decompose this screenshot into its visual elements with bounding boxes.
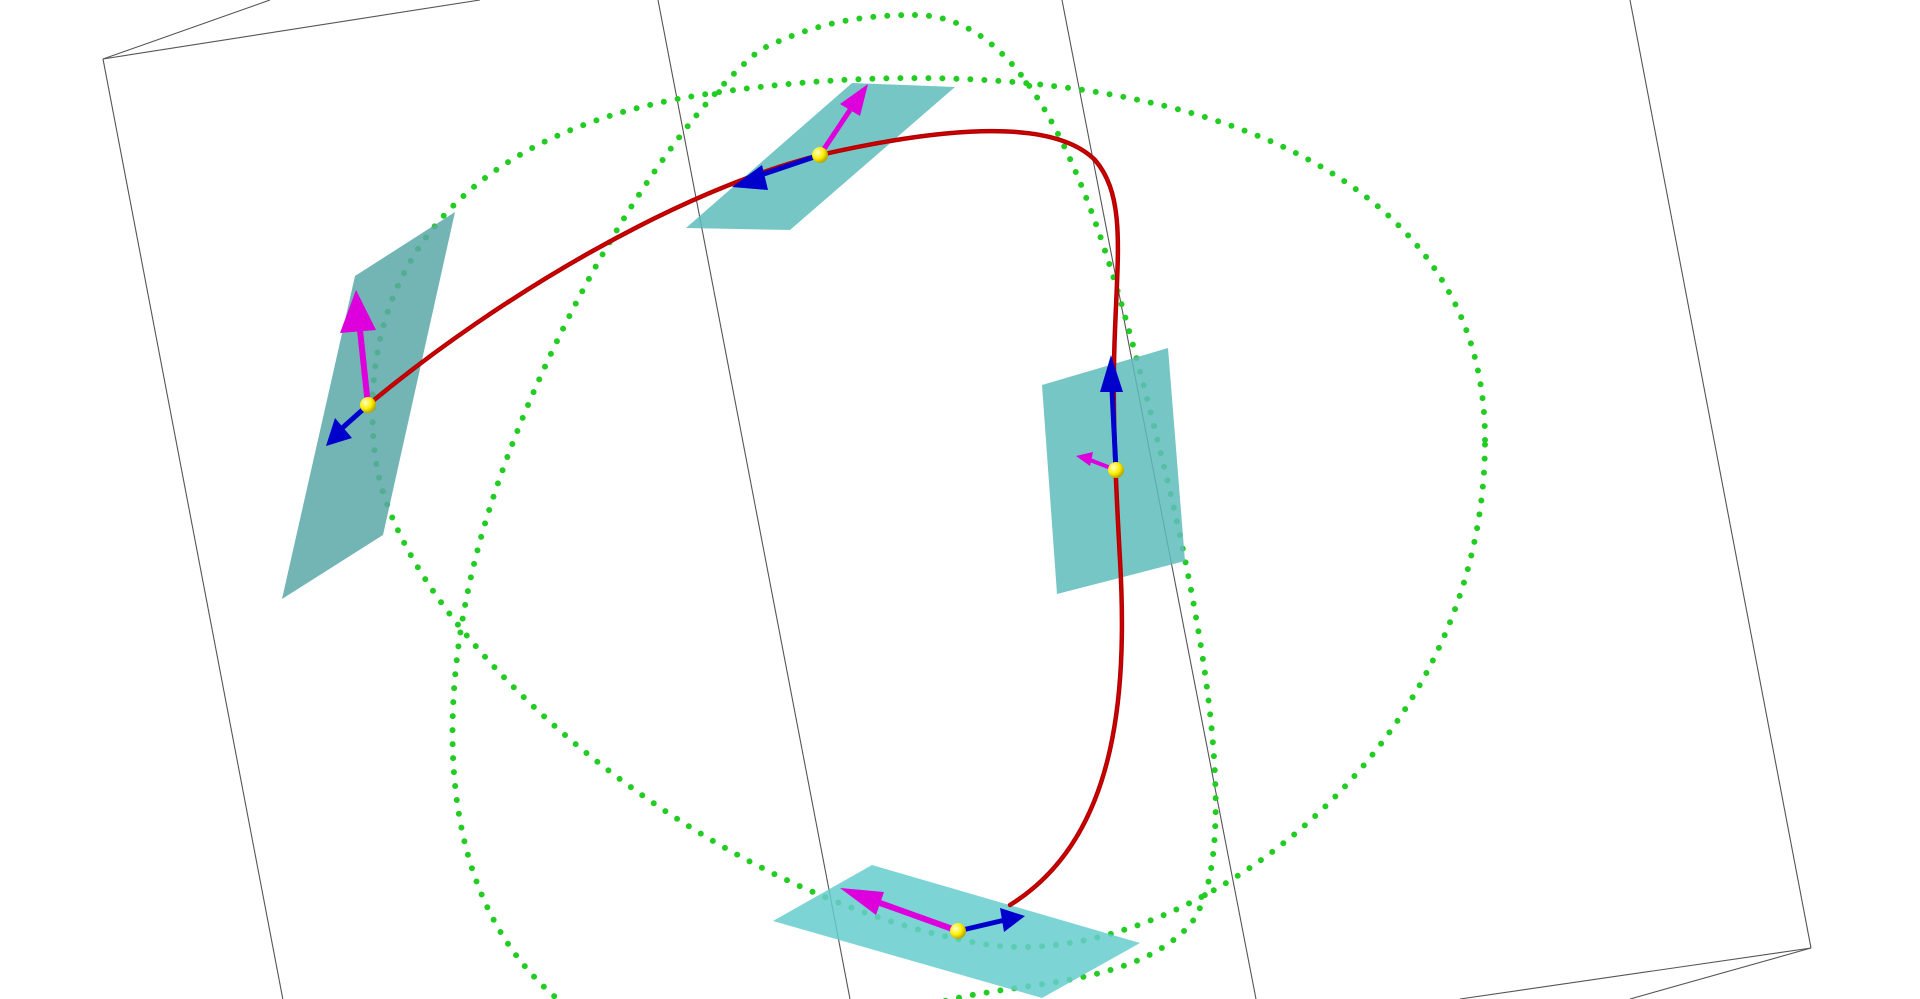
frame-4[interactable]	[840, 888, 1025, 939]
arrow-icon	[1100, 355, 1123, 392]
arrow-icon	[840, 84, 868, 116]
projection-curve-large	[369, 75, 1489, 950]
sphere-marker-icon	[812, 147, 828, 163]
tangent-arrow-3	[1100, 355, 1123, 471]
frame-2[interactable]	[732, 84, 868, 190]
box-edge	[1459, 947, 1812, 999]
space-curve-path	[365, 128, 1125, 908]
arrow-icon	[1076, 452, 1093, 466]
tangent-arrow-4	[957, 908, 1025, 934]
arrow-icon	[840, 888, 884, 915]
frame-3[interactable]	[1076, 355, 1124, 478]
arrow-icon	[326, 418, 352, 446]
space-curve	[365, 128, 1125, 908]
box-edge	[102, 58, 284, 999]
normal-arrow-2	[817, 84, 868, 157]
normal-planes	[282, 83, 1185, 998]
normal-arrow-4-shaft	[878, 900, 960, 934]
normal-arrow-1-shaft	[357, 329, 371, 406]
box-edge	[657, 0, 851, 999]
sphere-marker-icon	[950, 923, 966, 939]
space-curve-highlight	[367, 130, 1123, 906]
box-edge	[1629, 0, 1812, 949]
box-edge	[1629, 947, 1812, 999]
normal-arrow-4	[840, 888, 960, 934]
arrow-icon	[340, 290, 376, 333]
projection-curves	[369, 12, 1489, 999]
sphere-marker-icon	[360, 397, 376, 413]
tangent-arrow-4-shaft	[957, 917, 1006, 934]
arrow-icon	[1000, 908, 1025, 932]
projection-curve-tall	[449, 12, 1219, 999]
arrow-icon	[732, 165, 768, 190]
frame-1[interactable]	[326, 290, 376, 446]
normal-arrow-2-shaft	[817, 108, 853, 157]
tangent-arrow-2	[732, 152, 821, 190]
tangent-arrow-2-shaft	[754, 152, 821, 180]
sphere-marker-icon	[1108, 462, 1124, 478]
normal-arrow-1	[340, 290, 376, 406]
box-edge	[102, 0, 271, 60]
box-edge	[102, 0, 481, 60]
tangent-arrow-3-shaft	[1109, 389, 1119, 471]
